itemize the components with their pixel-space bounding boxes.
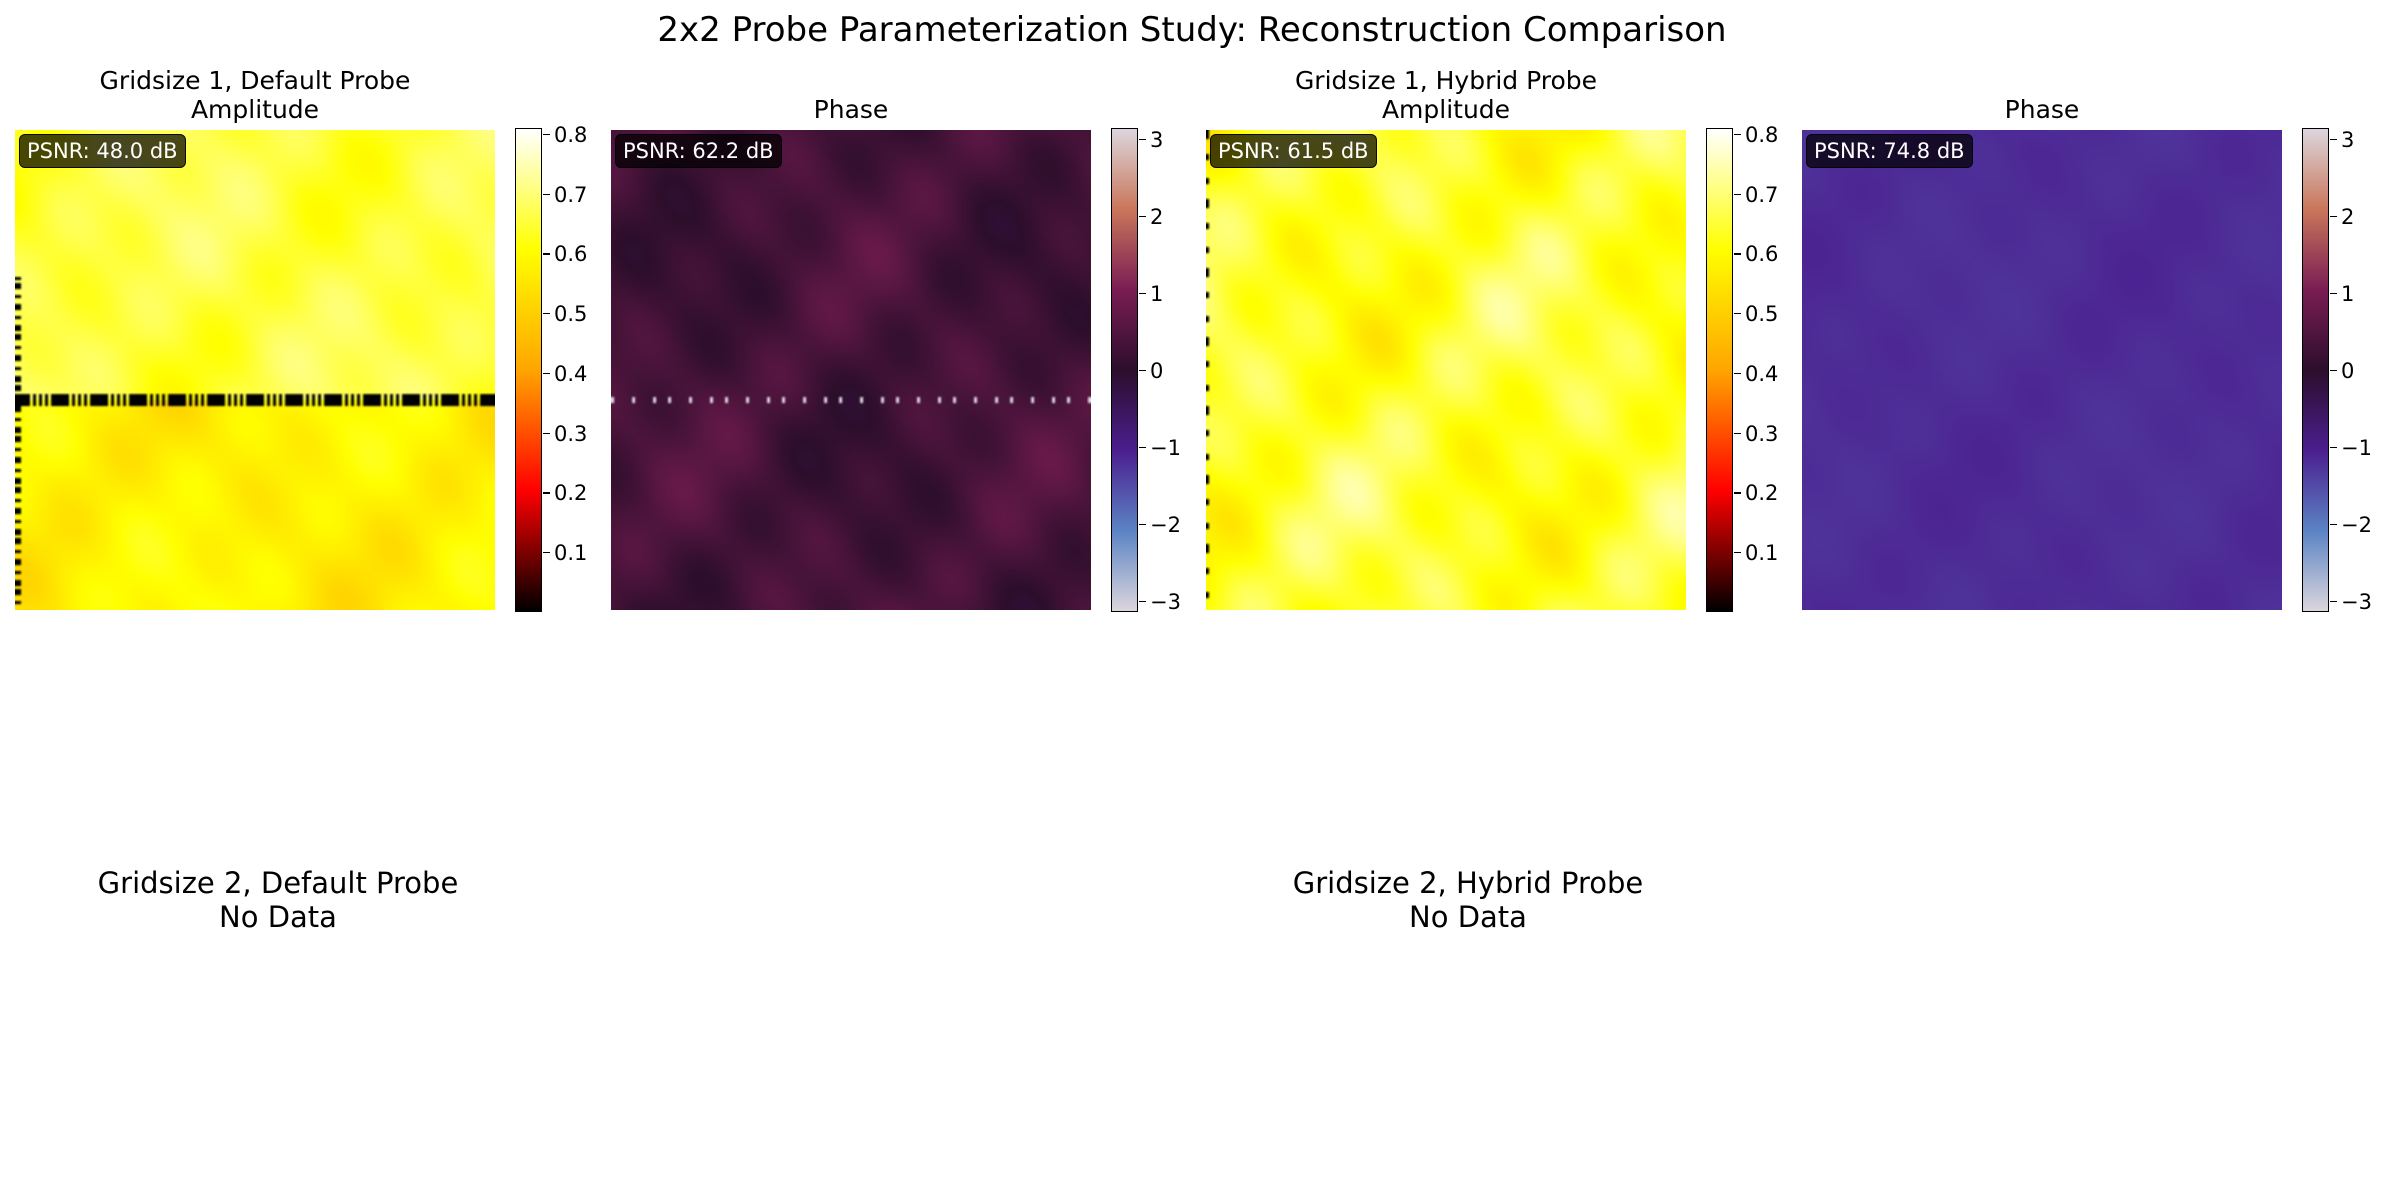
colorbar-tick-label: 0.6 (542, 242, 588, 267)
colorbar-tick-label: −3 (1139, 590, 1181, 615)
colorbar-tick-label: 0.8 (542, 122, 588, 147)
amplitude-heatmap-hybrid: PSNR: 61.5 dB (1206, 130, 1686, 610)
colorbar-tick-label: 0.5 (542, 302, 588, 327)
phase-heatmap-default: PSNR: 62.2 dB (611, 130, 1091, 610)
empty-panel-hybrid: Gridsize 2, Hybrid Probe No Data (1190, 866, 1746, 934)
colorbar-tick-label: 2 (1138, 204, 1164, 229)
heatmap-canvas (15, 130, 495, 610)
amplitude-heatmap-default: PSNR: 48.0 dB (15, 130, 495, 610)
heatmap-canvas (1802, 130, 2282, 610)
heatmap-canvas (1206, 130, 1686, 610)
colorbar-phase-hybrid: 3 2 1 0 −1 −2 −3 (2302, 128, 2372, 614)
colorbar-tick-label: 0.2 (1733, 481, 1779, 506)
colorbar-tick-label: 0.7 (1733, 182, 1779, 207)
panel-title-default-phase: Phase (813, 95, 889, 124)
colorbar-tick-label: 3 (2329, 127, 2355, 152)
panel-title-default-amplitude: Gridsize 1, Default Probe Amplitude (15, 66, 495, 124)
panel-title-line-2: Amplitude (190, 95, 320, 124)
empty-panel-label: Gridsize 2, Hybrid Probe (1292, 866, 1644, 900)
psnr-badge: PSNR: 74.8 dB (1806, 134, 1973, 168)
colorbar-tick-label: −2 (1139, 513, 1181, 538)
psnr-badge: PSNR: 48.0 dB (19, 134, 186, 168)
empty-panel-default: Gridsize 2, Default Probe No Data (0, 866, 556, 934)
colorbar-tick-label: 0.7 (542, 182, 588, 207)
colorbar-tick-label: 0.3 (1733, 421, 1779, 446)
colorbar-tick-label: −3 (2330, 590, 2372, 615)
phase-heatmap-hybrid: PSNR: 74.8 dB (1802, 130, 2282, 610)
colorbar-tick-label: 0.3 (542, 421, 588, 446)
figure-title: 2x2 Probe Parameterization Study: Recons… (657, 10, 1727, 50)
colorbar-tick-label: 0 (1138, 359, 1164, 383)
colorbar-tick-label: 0.8 (1733, 122, 1779, 147)
panel-title-line-1: Gridsize 1, Default Probe (99, 66, 411, 95)
colorbar-tick-label: 0.2 (542, 481, 588, 506)
psnr-badge: PSNR: 61.5 dB (1210, 134, 1377, 168)
panel-title-hybrid-phase: Phase (2004, 95, 2080, 124)
colorbar-tick-label: 0 (2329, 359, 2355, 383)
colorbar-tick-label: 0.4 (1733, 361, 1779, 386)
colorbar-tick-label: 2 (2329, 204, 2355, 229)
colorbar-tick-label: 1 (1138, 281, 1164, 306)
colorbar-tick-label: 3 (1138, 127, 1164, 152)
no-data-label: No Data (1409, 900, 1527, 934)
colorbar-tick-label: 0.4 (542, 361, 588, 386)
no-data-label: No Data (219, 900, 337, 934)
colorbar-amplitude-default: 0.8 0.7 0.6 0.5 0.4 0.3 0.2 0.1 (515, 123, 587, 612)
psnr-badge: PSNR: 62.2 dB (615, 134, 782, 168)
panel-title-line-1: Gridsize 1, Hybrid Probe (1294, 66, 1598, 95)
colorbar-tick-label: −2 (2330, 513, 2372, 538)
colorbar-amplitude-hybrid: 0.8 0.7 0.6 0.5 0.4 0.3 0.2 0.1 (1706, 123, 1778, 612)
panel-title-hybrid-amplitude: Gridsize 1, Hybrid Probe Amplitude (1206, 66, 1686, 124)
colorbar-tick-label: 0.1 (1733, 541, 1779, 566)
colorbar-tick-label: −1 (2330, 436, 2372, 461)
colorbar-tick-label: 0.6 (1733, 242, 1779, 267)
colorbar-tick-label: 1 (2329, 281, 2355, 306)
colorbar-phase-default: 3 2 1 0 −1 −2 −3 (1111, 128, 1181, 614)
colorbar-tick-label: −1 (1139, 436, 1181, 461)
empty-panel-label: Gridsize 2, Default Probe (97, 866, 459, 900)
colorbar-tick-label: 0.1 (542, 541, 588, 566)
heatmap-canvas (611, 130, 1091, 610)
colorbar-tick-label: 0.5 (1733, 302, 1779, 327)
panel-title-line-2: Amplitude (1381, 95, 1511, 124)
